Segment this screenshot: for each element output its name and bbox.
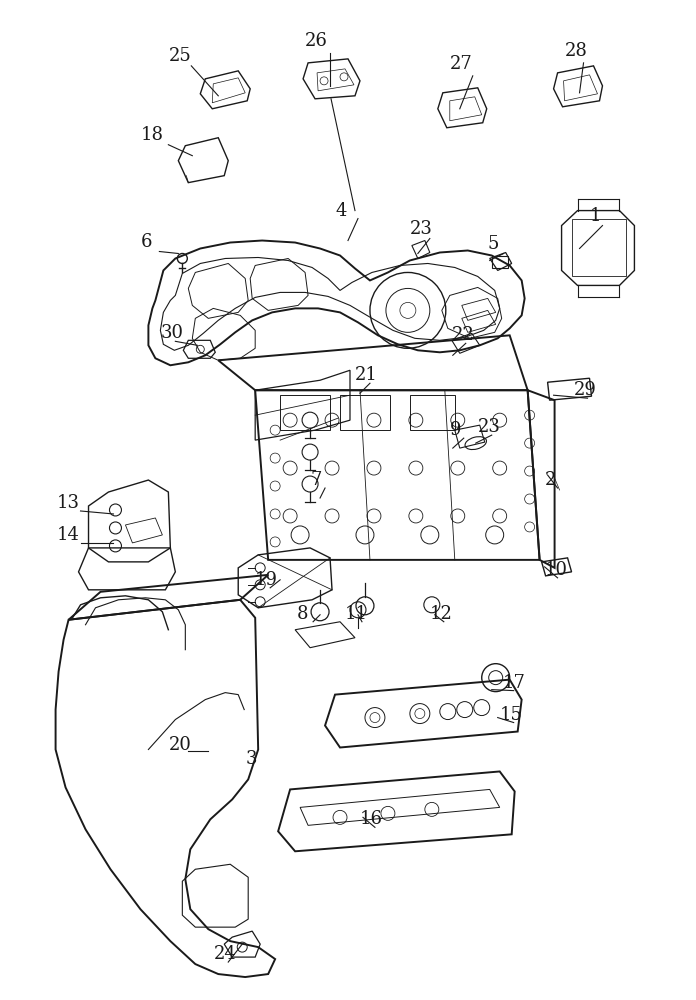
Text: 25: 25 xyxy=(168,47,191,65)
Text: 22: 22 xyxy=(452,326,475,344)
Bar xyxy=(410,395,454,430)
Bar xyxy=(340,395,390,430)
Text: 7: 7 xyxy=(310,471,322,489)
Text: 16: 16 xyxy=(360,810,383,828)
Text: 23: 23 xyxy=(410,220,433,238)
Text: 30: 30 xyxy=(160,324,183,342)
Text: 17: 17 xyxy=(503,674,525,692)
Text: 19: 19 xyxy=(255,571,278,589)
Bar xyxy=(571,219,626,276)
Text: 28: 28 xyxy=(564,42,587,60)
Text: 1: 1 xyxy=(590,207,601,225)
Text: 2: 2 xyxy=(544,471,556,489)
Text: 6: 6 xyxy=(141,233,152,251)
Text: 24: 24 xyxy=(214,945,237,963)
Text: 21: 21 xyxy=(355,366,378,384)
Bar xyxy=(280,395,330,430)
Text: 11: 11 xyxy=(345,605,368,623)
Text: 15: 15 xyxy=(500,706,523,724)
Text: 12: 12 xyxy=(430,605,452,623)
Text: 13: 13 xyxy=(56,494,79,512)
Text: 10: 10 xyxy=(544,561,568,579)
Text: 23: 23 xyxy=(477,418,500,436)
Text: 8: 8 xyxy=(297,605,308,623)
Bar xyxy=(491,256,507,268)
Text: 4: 4 xyxy=(335,202,347,220)
Text: 20: 20 xyxy=(168,736,191,754)
Text: 5: 5 xyxy=(488,235,499,253)
Text: 26: 26 xyxy=(305,32,328,50)
Text: 3: 3 xyxy=(245,750,257,768)
Text: 14: 14 xyxy=(56,526,79,544)
Text: 9: 9 xyxy=(450,421,461,439)
Text: 18: 18 xyxy=(141,126,164,144)
Text: 27: 27 xyxy=(450,55,473,73)
Text: 29: 29 xyxy=(574,381,596,399)
